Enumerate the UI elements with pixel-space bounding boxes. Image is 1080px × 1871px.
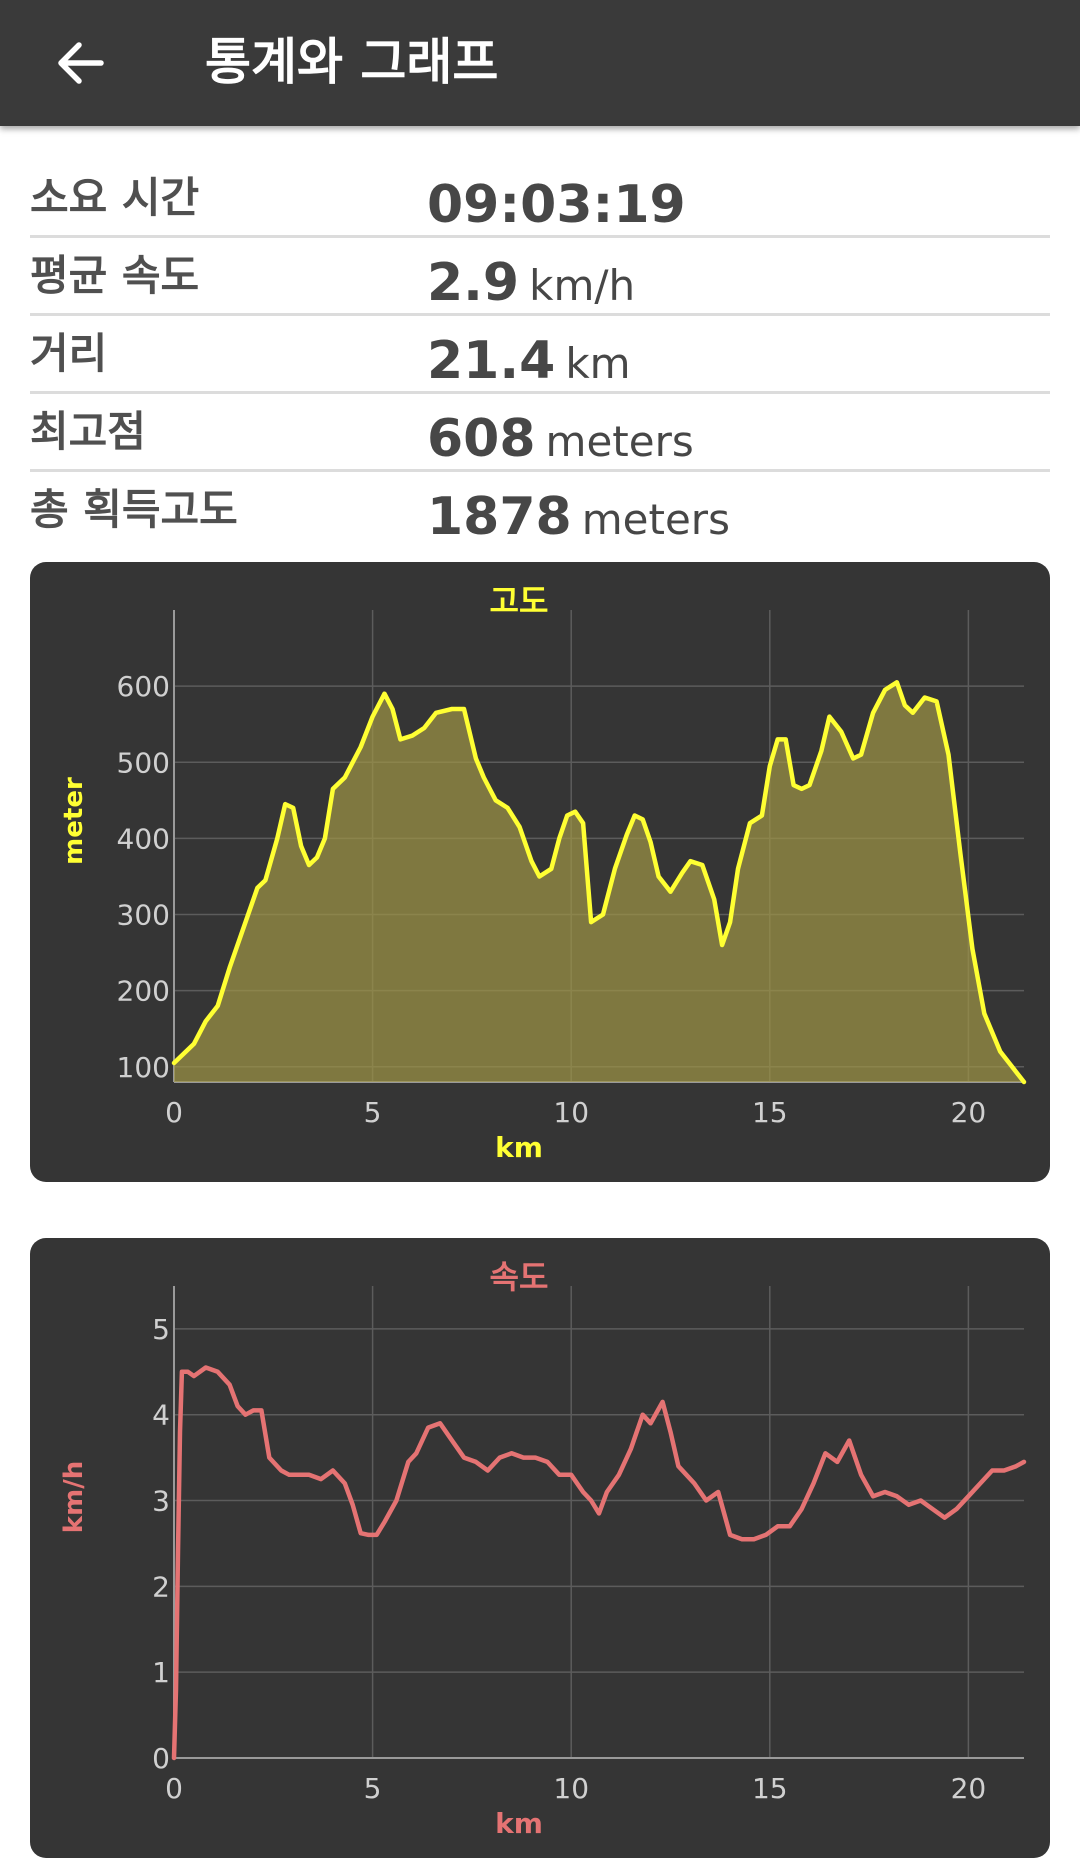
x-axis-title: km <box>495 1807 543 1840</box>
y-tick-label: 100 <box>117 1051 170 1084</box>
stat-label: 거리 <box>30 329 108 378</box>
y-tick-label: 500 <box>117 746 170 779</box>
stat-row-max-altitude: 최고점 608 meters <box>30 394 1050 472</box>
stat-row-avg-speed: 평균 속도 2.9 km/h <box>30 238 1050 316</box>
series-line <box>171 1365 1027 1761</box>
back-arrow-icon <box>58 42 104 84</box>
stat-number: 21.4 <box>427 331 556 391</box>
y-tick-label: 3 <box>152 1485 170 1518</box>
x-tick-label: 15 <box>752 1096 788 1129</box>
stat-label: 평균 속도 <box>30 251 200 300</box>
y-tick-label: 0 <box>152 1742 170 1775</box>
stat-value: 2.9 km/h <box>427 253 635 313</box>
stat-value: 09:03:19 <box>427 175 686 235</box>
y-tick-label: 600 <box>117 670 170 703</box>
x-tick-label: 5 <box>364 1772 382 1805</box>
stat-value: 1878 meters <box>427 487 730 547</box>
x-tick-label: 10 <box>553 1096 589 1129</box>
x-tick-label: 20 <box>951 1772 987 1805</box>
altitude-chart[interactable]: 0 5 10 15 20 100 200 300 400 500 600 고도 km meter <box>30 562 1050 1182</box>
x-axis-title: km <box>495 1131 543 1164</box>
stat-unit: meters <box>581 495 730 544</box>
stat-label: 총 획득고도 <box>30 485 238 534</box>
x-tick-label: 0 <box>165 1772 183 1805</box>
series-line <box>171 680 1027 1085</box>
stat-unit: meters <box>545 417 694 466</box>
series-area <box>174 682 1024 1082</box>
x-tick-label: 20 <box>951 1096 987 1129</box>
y-tick-label: 2 <box>152 1570 170 1603</box>
stat-value: 21.4 km <box>427 331 631 391</box>
x-tick-label: 10 <box>553 1772 589 1805</box>
stat-row-total-ascent: 총 획득고도 1878 meters <box>30 472 1050 547</box>
stat-unit: km/h <box>529 261 636 310</box>
y-tick-label: 400 <box>117 822 170 855</box>
page-title: 통계와 그래프 <box>205 33 499 91</box>
stat-number: 1878 <box>427 487 572 547</box>
y-axis-title: meter <box>59 777 89 865</box>
stat-number: 09:03:19 <box>427 175 686 235</box>
stat-row-duration: 소요 시간 09:03:19 <box>30 160 1050 238</box>
y-tick-label: 300 <box>117 899 170 932</box>
stat-number: 608 <box>427 409 536 469</box>
stats-table: 소요 시간 09:03:19 평균 속도 2.9 km/h 거리 21.4 km 최… <box>30 160 1050 547</box>
stat-number: 2.9 <box>427 253 520 313</box>
y-tick-label: 200 <box>117 975 170 1008</box>
stat-row-distance: 거리 21.4 km <box>30 316 1050 394</box>
x-tick-label: 0 <box>165 1096 183 1129</box>
y-tick-label: 1 <box>152 1656 170 1689</box>
chart-title: 속도 <box>490 1258 549 1296</box>
altitude-chart-card: 0 5 10 15 20 100 200 300 400 500 600 고도 km meter <box>30 562 1050 1182</box>
stat-label: 소요 시간 <box>30 173 200 222</box>
x-tick-label: 5 <box>364 1096 382 1129</box>
y-tick-label: 4 <box>152 1399 170 1432</box>
chart-title: 고도 <box>490 582 549 620</box>
app-bar: 통계와 그래프 <box>0 0 1080 126</box>
stat-value: 608 meters <box>427 409 694 469</box>
y-axis-title: km/h <box>59 1461 89 1533</box>
speed-chart-card: 0 5 10 15 20 0 1 2 3 4 5 속도 km km/h <box>30 1238 1050 1858</box>
speed-chart[interactable]: 0 5 10 15 20 0 1 2 3 4 5 속도 km km/h <box>30 1238 1050 1858</box>
y-tick-label: 5 <box>152 1313 170 1346</box>
back-button[interactable] <box>44 28 114 98</box>
x-tick-label: 15 <box>752 1772 788 1805</box>
stat-unit: km <box>565 339 631 388</box>
stat-label: 최고점 <box>30 407 146 456</box>
